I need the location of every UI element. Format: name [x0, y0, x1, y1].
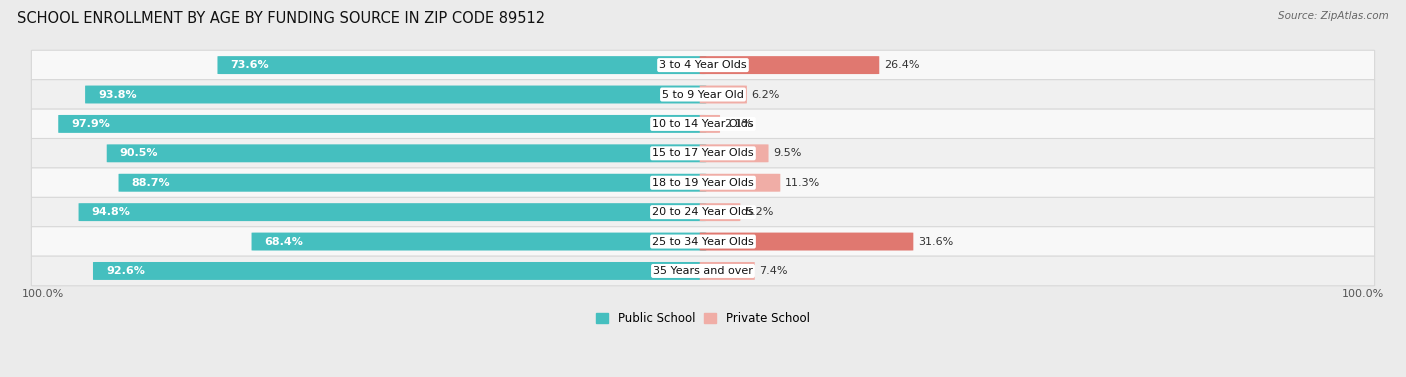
Text: 18 to 19 Year Olds: 18 to 19 Year Olds [652, 178, 754, 188]
FancyBboxPatch shape [700, 115, 720, 133]
FancyBboxPatch shape [700, 174, 780, 192]
FancyBboxPatch shape [31, 168, 1375, 198]
Text: 26.4%: 26.4% [884, 60, 920, 70]
Text: 9.5%: 9.5% [773, 148, 801, 158]
Text: 5.2%: 5.2% [745, 207, 773, 217]
Text: 90.5%: 90.5% [120, 148, 159, 158]
Text: 92.6%: 92.6% [105, 266, 145, 276]
FancyBboxPatch shape [86, 86, 706, 103]
FancyBboxPatch shape [31, 256, 1375, 286]
FancyBboxPatch shape [700, 144, 769, 162]
Text: 100.0%: 100.0% [21, 289, 63, 299]
FancyBboxPatch shape [31, 227, 1375, 256]
Text: 97.9%: 97.9% [72, 119, 110, 129]
Text: 11.3%: 11.3% [785, 178, 820, 188]
Text: 94.8%: 94.8% [91, 207, 131, 217]
FancyBboxPatch shape [31, 197, 1375, 227]
Text: 93.8%: 93.8% [98, 89, 136, 100]
Text: 3 to 4 Year Olds: 3 to 4 Year Olds [659, 60, 747, 70]
Text: 6.2%: 6.2% [751, 89, 780, 100]
FancyBboxPatch shape [700, 86, 747, 103]
Text: 35 Years and over: 35 Years and over [652, 266, 754, 276]
Text: 100.0%: 100.0% [1343, 289, 1385, 299]
Text: 15 to 17 Year Olds: 15 to 17 Year Olds [652, 148, 754, 158]
FancyBboxPatch shape [93, 262, 706, 280]
FancyBboxPatch shape [107, 144, 706, 162]
FancyBboxPatch shape [700, 233, 914, 250]
FancyBboxPatch shape [58, 115, 706, 133]
FancyBboxPatch shape [700, 203, 741, 221]
Text: 73.6%: 73.6% [231, 60, 269, 70]
Text: 88.7%: 88.7% [132, 178, 170, 188]
Text: 20 to 24 Year Olds: 20 to 24 Year Olds [652, 207, 754, 217]
FancyBboxPatch shape [31, 138, 1375, 168]
Legend: Public School, Private School: Public School, Private School [592, 308, 814, 330]
FancyBboxPatch shape [252, 233, 706, 250]
FancyBboxPatch shape [118, 174, 706, 192]
Text: 5 to 9 Year Old: 5 to 9 Year Old [662, 89, 744, 100]
Text: 10 to 14 Year Olds: 10 to 14 Year Olds [652, 119, 754, 129]
FancyBboxPatch shape [31, 109, 1375, 139]
Text: 68.4%: 68.4% [264, 236, 304, 247]
FancyBboxPatch shape [218, 56, 706, 74]
FancyBboxPatch shape [700, 262, 755, 280]
Text: 31.6%: 31.6% [918, 236, 953, 247]
Text: Source: ZipAtlas.com: Source: ZipAtlas.com [1278, 11, 1389, 21]
FancyBboxPatch shape [700, 56, 879, 74]
Text: 7.4%: 7.4% [759, 266, 787, 276]
FancyBboxPatch shape [79, 203, 706, 221]
Text: SCHOOL ENROLLMENT BY AGE BY FUNDING SOURCE IN ZIP CODE 89512: SCHOOL ENROLLMENT BY AGE BY FUNDING SOUR… [17, 11, 546, 26]
Text: 25 to 34 Year Olds: 25 to 34 Year Olds [652, 236, 754, 247]
FancyBboxPatch shape [31, 80, 1375, 109]
FancyBboxPatch shape [31, 50, 1375, 80]
Text: 2.1%: 2.1% [724, 119, 754, 129]
